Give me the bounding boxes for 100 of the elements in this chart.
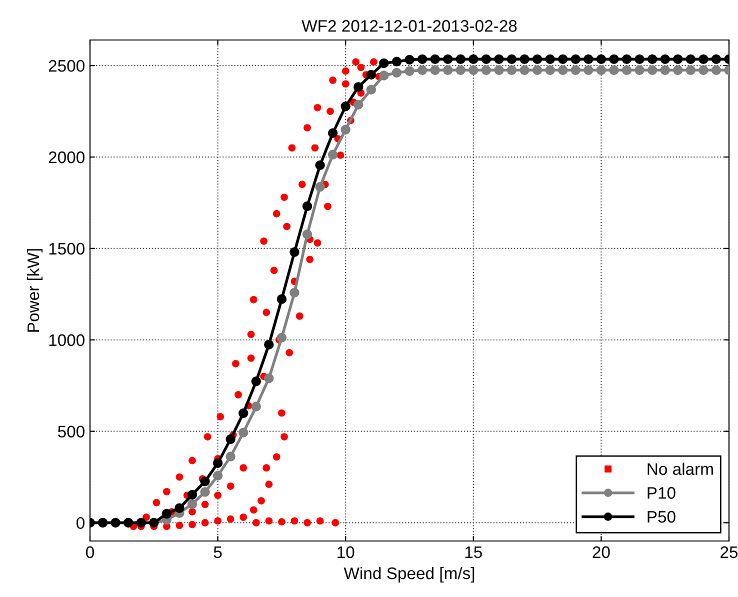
point <box>290 288 300 298</box>
point <box>506 54 517 64</box>
point <box>174 503 184 513</box>
point <box>340 124 350 134</box>
point <box>251 376 261 386</box>
point <box>673 54 683 64</box>
y-tick-label: 0 <box>76 517 84 529</box>
point <box>698 54 708 64</box>
point <box>468 65 478 76</box>
point <box>212 470 223 481</box>
point <box>354 100 364 110</box>
legend-label: P50 <box>648 510 676 523</box>
point <box>494 54 504 64</box>
y-tick-label: 1000 <box>49 334 84 346</box>
point <box>238 408 248 418</box>
y-tick-label: 2000 <box>48 151 84 164</box>
point <box>302 201 312 212</box>
point <box>226 452 236 462</box>
point <box>506 65 517 76</box>
point <box>200 487 210 497</box>
point <box>660 65 670 76</box>
point <box>366 70 376 80</box>
point <box>290 247 300 257</box>
point <box>634 65 644 76</box>
point <box>366 84 376 95</box>
point <box>379 58 389 68</box>
point <box>698 65 708 76</box>
point <box>622 54 632 64</box>
point <box>315 160 325 170</box>
point <box>647 54 658 64</box>
y-axis-title: Power [kW] <box>26 249 43 332</box>
point <box>558 54 568 64</box>
point <box>711 65 722 76</box>
point <box>392 68 402 78</box>
point <box>442 54 453 64</box>
point <box>162 508 172 519</box>
point <box>494 65 504 76</box>
point <box>276 294 287 304</box>
point <box>634 54 644 64</box>
point <box>187 499 198 509</box>
point <box>609 54 619 64</box>
point <box>673 65 683 76</box>
point <box>570 54 580 64</box>
x-tick-label: 25 <box>720 546 738 558</box>
point <box>417 54 428 64</box>
x-tick-label: 20 <box>592 546 610 558</box>
point <box>456 54 466 64</box>
legend-label: No alarm <box>648 462 713 475</box>
point <box>596 54 606 64</box>
point <box>340 102 350 112</box>
point <box>660 54 670 64</box>
point <box>584 65 594 76</box>
point <box>264 340 274 350</box>
point <box>520 65 530 76</box>
point <box>468 54 478 64</box>
point <box>315 182 325 192</box>
point <box>520 54 530 64</box>
point <box>251 402 261 412</box>
y-tick-label: 2500 <box>48 60 84 72</box>
point <box>200 476 210 486</box>
legend-label: P10 <box>648 487 676 499</box>
point <box>430 65 440 76</box>
point <box>212 458 223 468</box>
point <box>417 65 428 76</box>
point <box>264 373 274 384</box>
x-tick-label: 5 <box>214 546 222 558</box>
point <box>711 54 722 64</box>
point <box>354 82 364 92</box>
point <box>481 65 492 76</box>
point <box>558 65 568 76</box>
x-tick-label: 10 <box>338 546 354 558</box>
point <box>622 65 632 76</box>
point <box>609 65 619 76</box>
point <box>584 54 594 64</box>
point <box>328 128 338 138</box>
point <box>545 65 555 76</box>
point <box>187 490 198 500</box>
x-tick-label: 0 <box>86 546 94 558</box>
point <box>238 428 248 438</box>
x-tick-label: 15 <box>465 546 482 558</box>
point <box>328 150 338 160</box>
y-tick-label: 1500 <box>49 242 84 255</box>
point <box>545 54 555 64</box>
point <box>570 65 580 76</box>
point <box>532 65 542 76</box>
point <box>686 54 696 64</box>
point <box>404 54 414 65</box>
point <box>302 230 312 240</box>
point <box>686 65 696 76</box>
point <box>276 332 287 343</box>
chart-title: WF2 2012-12-01-2013-02-28 <box>302 20 517 32</box>
point <box>596 65 606 76</box>
point <box>481 54 492 64</box>
point <box>456 65 466 76</box>
point <box>379 70 389 80</box>
point <box>392 56 402 66</box>
point <box>430 54 440 64</box>
y-tick-label: 500 <box>58 426 84 438</box>
point <box>532 54 542 64</box>
point <box>442 65 453 76</box>
